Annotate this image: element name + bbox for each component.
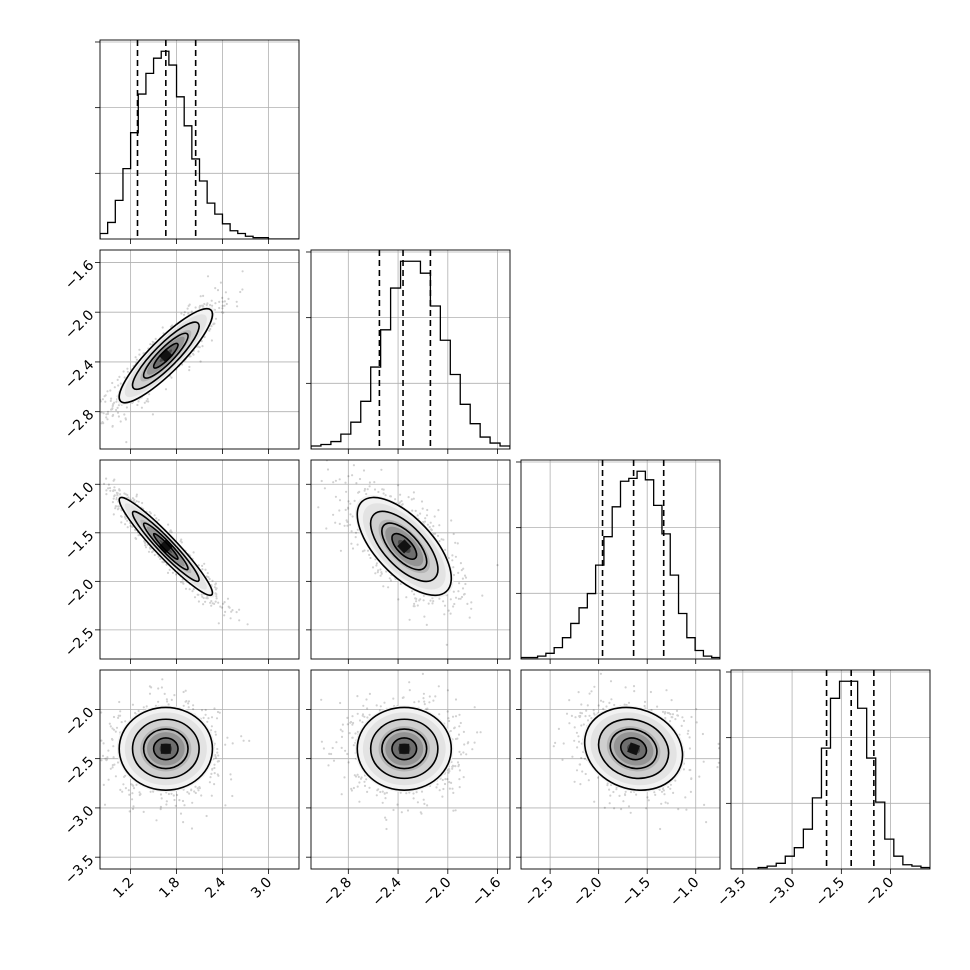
y-tick-label: −1.0 <box>62 479 97 514</box>
panel-content <box>102 477 249 626</box>
y-tick-label: −2.0 <box>62 576 97 611</box>
panel-frame <box>310 459 511 660</box>
panel-frame <box>520 459 721 660</box>
panel-3-2: −2.5 −2.0 −1.5 −1.0 <box>516 669 721 910</box>
density-peak <box>627 742 641 756</box>
panel-2-2 <box>516 459 721 664</box>
panel-frame <box>520 669 721 870</box>
x-tick-label: −3.0 <box>764 875 799 910</box>
contour-line <box>131 718 200 780</box>
panel-0-0 <box>95 39 300 244</box>
histogram-line <box>100 50 299 239</box>
panel-2-0: −2.5 −2.0 −1.5 −1.0 <box>62 459 300 664</box>
contour-line <box>381 522 428 571</box>
panel-frame <box>310 669 511 870</box>
panel-frame <box>99 249 300 450</box>
x-tick-label: −2.5 <box>813 875 848 910</box>
x-tick-label: −1.6 <box>469 874 504 909</box>
contour-line <box>619 737 648 761</box>
panel-1-0: −2.8 −2.4 −2.0 −1.6 <box>62 249 300 454</box>
y-tick-label: −2.0 <box>62 307 97 342</box>
contour-line <box>152 532 179 561</box>
histogram-line <box>731 680 930 869</box>
contour-line <box>118 706 214 791</box>
x-tick-label: 3.0 <box>248 875 275 902</box>
contour-line <box>369 510 439 583</box>
panel-3-0: −3.5 −3.0 −2.5 −2.0 1.2 1.8 2.4 3.0 <box>62 669 300 902</box>
panel-frame <box>99 39 300 240</box>
contour-line <box>356 706 453 791</box>
contour-line <box>118 496 214 597</box>
x-tick-label: 2.4 <box>202 874 229 901</box>
panel-content <box>100 270 244 444</box>
contour-line <box>142 728 189 770</box>
contour-line <box>597 718 670 780</box>
density-peak <box>160 743 171 754</box>
panel-frame <box>99 459 300 660</box>
panel-content <box>317 460 499 646</box>
panel-content <box>552 670 720 831</box>
x-tick-label: 1.8 <box>156 875 183 902</box>
x-tick-label: −3.5 <box>714 875 749 910</box>
contour-line <box>131 510 200 583</box>
contour-line <box>152 342 179 369</box>
x-tick-label: −2.0 <box>570 875 605 910</box>
x-tick-label: −2.0 <box>862 875 897 910</box>
contour-line <box>391 737 418 761</box>
x-tick-label: −1.5 <box>619 875 654 910</box>
y-tick-label: −2.5 <box>62 754 97 789</box>
y-tick-label: −3.0 <box>62 803 97 838</box>
x-tick-label: 1.2 <box>110 875 137 902</box>
panel-frame <box>730 669 931 870</box>
panel-frame <box>310 249 511 450</box>
y-tick-label: −2.8 <box>62 407 97 442</box>
contour-line <box>131 321 200 391</box>
y-tick-label: −1.6 <box>62 257 97 292</box>
panel-3-1: −2.8 −2.4 −2.0 −1.6 <box>306 669 511 910</box>
contour-line <box>142 332 189 379</box>
x-tick-label: −2.4 <box>370 874 405 909</box>
contour-line <box>609 728 658 770</box>
panel-1-1 <box>306 249 511 454</box>
panel-content <box>100 678 251 830</box>
y-tick-label: −2.5 <box>62 625 97 660</box>
panel-content <box>320 672 482 831</box>
y-tick-label: −3.5 <box>62 852 97 887</box>
histogram-line <box>311 260 510 449</box>
y-tick-label: −1.5 <box>62 528 97 563</box>
density-peak <box>399 743 410 754</box>
contour-line <box>142 522 189 571</box>
x-tick-label: −2.0 <box>419 875 454 910</box>
contour-line <box>583 706 684 791</box>
panel-frame <box>99 669 300 870</box>
x-tick-label: −1.0 <box>667 875 702 910</box>
contour-line <box>381 728 428 770</box>
contour-line <box>369 718 439 780</box>
y-tick-label: −2.0 <box>62 704 97 739</box>
x-tick-label: −2.5 <box>522 875 557 910</box>
histogram-line <box>521 470 720 659</box>
x-tick-label: −2.8 <box>320 875 355 910</box>
contour-line <box>118 307 214 404</box>
contour-line <box>152 737 179 761</box>
contour-line <box>391 532 418 561</box>
panel-2-1 <box>306 459 511 664</box>
contour-line <box>356 496 453 597</box>
panel-3-3: −3.5 −3.0 −2.5 −2.0 <box>714 669 931 910</box>
y-tick-label: −2.4 <box>62 357 97 392</box>
density-peak <box>397 539 412 554</box>
